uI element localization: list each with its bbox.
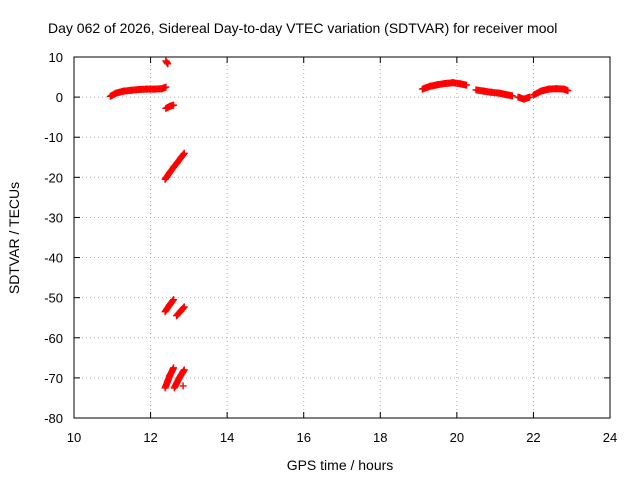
y-tick-label: -60 <box>44 331 63 346</box>
y-tick-label: -40 <box>44 251 63 266</box>
data-point <box>508 92 516 100</box>
y-tick-label: 10 <box>49 50 63 65</box>
y-tick-label: -70 <box>44 371 63 386</box>
x-tick-label: 20 <box>450 430 464 445</box>
x-tick-label: 14 <box>220 430 234 445</box>
y-tick-label: -30 <box>44 210 63 225</box>
data-point <box>180 149 188 157</box>
data-point <box>462 81 470 89</box>
chart-title: Day 062 of 2026, Sidereal Day-to-day VTE… <box>48 20 557 36</box>
x-tick-label: 12 <box>143 430 157 445</box>
data-point <box>564 87 572 95</box>
x-tick-label: 18 <box>373 430 387 445</box>
y-tick-label: 0 <box>56 90 63 105</box>
x-tick-label: 10 <box>67 430 81 445</box>
x-tick-label: 22 <box>526 430 540 445</box>
data-point <box>170 364 178 372</box>
data-point <box>180 366 188 374</box>
data-point <box>170 101 178 109</box>
data-point <box>180 303 188 311</box>
y-tick-label: -80 <box>44 411 63 426</box>
data-point <box>162 83 170 91</box>
y-axis-label: SDTVAR / TECUs <box>6 182 22 294</box>
data-point <box>169 297 177 305</box>
x-tick-label: 16 <box>296 430 310 445</box>
data-point <box>179 304 187 312</box>
data-point <box>170 296 178 304</box>
data-point <box>179 150 187 158</box>
data-point <box>179 382 187 390</box>
plot-frame <box>73 56 611 419</box>
y-tick-label: -50 <box>44 291 63 306</box>
data-point <box>526 93 534 101</box>
axis-ticks: 10 12 14 16 18 20 22 24 10 0 -10 -20 -30 -40 -50 -60 -70… <box>44 50 617 445</box>
y-tick-label: -10 <box>44 130 63 145</box>
grid <box>74 57 610 418</box>
x-tick-label: 24 <box>603 430 617 445</box>
x-axis-label: GPS time / hours <box>287 457 394 473</box>
data-point <box>164 60 172 68</box>
y-tick-label: -20 <box>44 170 63 185</box>
data-marks <box>106 57 572 392</box>
